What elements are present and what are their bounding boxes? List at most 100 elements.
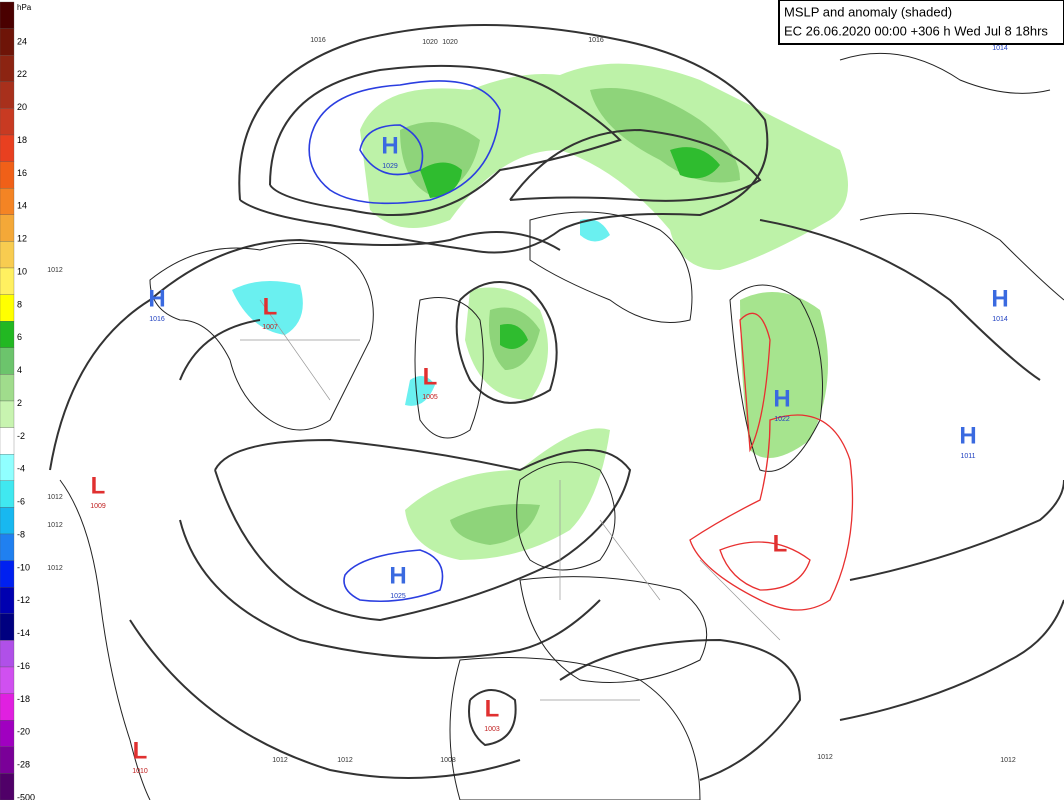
center-pressure: 1003 <box>484 726 500 733</box>
colorbar-swatch <box>0 693 15 721</box>
colorbar-swatch <box>0 81 15 109</box>
colorbar-swatch <box>0 666 15 694</box>
colorbar-label: 12 <box>17 234 27 244</box>
isobar-label: 1008 <box>440 757 456 764</box>
center-pressure: 1009 <box>90 503 106 510</box>
colorbar-swatch <box>0 267 15 295</box>
isobar-label: 1012 <box>272 757 288 764</box>
colorbar-swatch <box>0 347 15 375</box>
center-symbol: H <box>381 132 398 159</box>
colorbar-label: 8 <box>17 299 22 309</box>
isobar-label: 1016 <box>310 37 326 44</box>
center-symbol: H <box>389 562 406 589</box>
colorbar-swatch <box>0 321 15 348</box>
colorbar-unit: hPa <box>17 3 32 12</box>
center-pressure: 1014 <box>992 316 1008 323</box>
center-symbol: L <box>773 530 788 557</box>
colorbar-swatch <box>0 507 15 535</box>
anomaly-shading <box>232 63 848 560</box>
center-symbol: H <box>959 422 976 449</box>
colorbar-swatch <box>0 134 15 162</box>
colorbar-label: -14 <box>17 628 30 638</box>
isobar-label: 1012 <box>1000 757 1016 764</box>
isobar-label: 1014 <box>992 45 1008 52</box>
colorbar-label: 20 <box>17 102 27 112</box>
anomaly-contours-red <box>689 312 854 611</box>
colorbar-swatch <box>0 294 15 322</box>
center-pressure: 1011 <box>960 453 975 460</box>
center-pressure: 1007 <box>262 324 278 331</box>
colorbar-label: -20 <box>17 727 30 737</box>
colorbar-swatch <box>0 374 15 402</box>
colorbar-label: 14 <box>17 201 27 211</box>
colorbar-label: 10 <box>17 266 27 276</box>
colorbar-label: 18 <box>17 135 27 145</box>
colorbar-label: 6 <box>17 332 22 342</box>
colorbar-label: -6 <box>17 497 25 507</box>
center-symbol: L <box>133 737 148 764</box>
isobar-label: 1020 <box>442 39 458 46</box>
colorbar-label: -18 <box>17 694 30 704</box>
center-symbol: L <box>91 472 106 499</box>
colorbar-swatch <box>0 454 15 481</box>
isobar-label: 1012 <box>817 754 833 761</box>
title: MSLP and anomaly (shaded) <box>784 4 952 19</box>
colorbar-swatch <box>0 161 15 189</box>
colorbar-swatch <box>0 720 15 747</box>
center-symbol: H <box>148 285 165 312</box>
colorbar-swatch <box>0 560 15 588</box>
colorbar-swatch <box>0 533 15 561</box>
center-symbol: H <box>773 385 790 412</box>
colorbar-swatch <box>0 613 15 641</box>
center-symbol: L <box>423 363 438 390</box>
center-symbol: H <box>991 285 1008 312</box>
center-pressure: 1022 <box>774 416 790 423</box>
colorbar-label: 4 <box>17 365 22 375</box>
colorbar-label: 16 <box>17 168 27 178</box>
colorbar-label: -16 <box>17 661 30 671</box>
colorbar-swatch <box>0 746 15 774</box>
colorbar-swatch <box>0 55 15 82</box>
colorbar-swatch <box>0 108 15 136</box>
colorbar: hPa 24 22 20 18 16 14 12 10 8 6 4 2 -2 -4 -6 -8 -10 -12 -14… <box>0 1 35 802</box>
colorbar-swatch <box>0 773 15 801</box>
colorbar-swatch <box>0 587 15 614</box>
subtitle: EC 26.06.2020 00:00 +306 h Wed Jul 8 18h… <box>784 23 1048 38</box>
colorbar-label: -12 <box>17 595 30 605</box>
isobars <box>49 24 1064 781</box>
isobar-label: 1012 <box>337 757 353 764</box>
colorbar-label: -2 <box>17 431 25 441</box>
colorbar-swatch <box>0 427 15 455</box>
colorbar-swatch <box>0 28 15 56</box>
isobar-label: 1020 <box>422 39 438 46</box>
isobar-label: 1012 <box>47 494 63 501</box>
colorbar-swatch <box>0 241 15 269</box>
colorbar-swatch <box>0 188 15 215</box>
center-pressure: 1016 <box>149 316 165 323</box>
colorbar-label: -4 <box>17 464 25 474</box>
center-pressure: 1005 <box>422 394 438 401</box>
isobar-label: 1012 <box>47 565 63 572</box>
center-pressure: 1029 <box>382 163 398 170</box>
isobar-label: 1012 <box>47 267 63 274</box>
center-symbol: L <box>263 293 278 320</box>
center-symbol: L <box>485 695 500 722</box>
colorbar-label: -10 <box>17 562 30 572</box>
isobar-labels: 1016 1020 1020 1016 1014 1012 1012 1012 1012 1012… <box>47 37 1016 764</box>
isobar-label: 1012 <box>47 522 63 529</box>
colorbar-swatch <box>0 480 15 508</box>
colorbar-swatch <box>0 400 15 428</box>
colorbar-label: 2 <box>17 398 22 408</box>
center-pressure: 1025 <box>390 593 406 600</box>
title-box <box>778 0 1064 45</box>
pressure-centers: H 1029 L 1007 H 1016 L 1005 H 1025 L 1009 L 1003 L 1010… <box>90 132 1008 775</box>
colorbar-label: -8 <box>17 529 25 539</box>
colorbar-swatch <box>0 214 15 242</box>
colorbar-label: 24 <box>17 36 27 46</box>
colorbar-label: -28 <box>17 760 30 770</box>
colorbar-swatch <box>0 1 15 29</box>
colorbar-label: 22 <box>17 69 27 79</box>
colorbar-label: -500 <box>17 792 35 800</box>
isobar-label: 1016 <box>588 37 604 44</box>
